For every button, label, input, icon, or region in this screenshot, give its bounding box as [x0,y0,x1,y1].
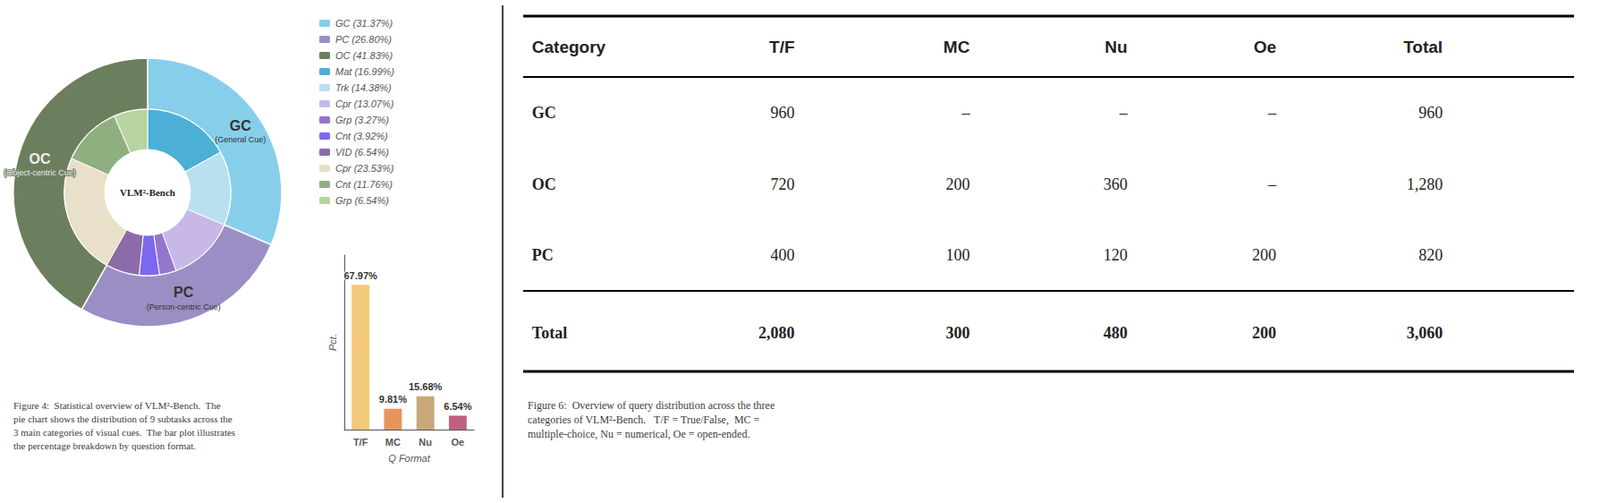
svg-text:Nu: Nu [418,436,432,448]
svg-text:Total: Total [1403,37,1443,57]
svg-text:2,080: 2,080 [758,323,796,342]
svg-text:multiple-choice, Nu = numerica: multiple-choice, Nu = numerical, Oe = op… [527,427,750,441]
svg-text:VID (6.54%): VID (6.54%) [335,146,390,158]
svg-text:PC: PC [532,245,554,264]
svg-text:400: 400 [770,245,796,264]
svg-text:120: 120 [1103,245,1128,264]
svg-text:9.81%: 9.81% [379,393,407,405]
svg-text:67.97%: 67.97% [343,270,378,281]
svg-text:Nu: Nu [1104,37,1127,57]
svg-text:200: 200 [1252,323,1277,342]
svg-text:OC (41.83%): OC (41.83%) [335,50,394,61]
svg-text:Cnt (3.92%): Cnt (3.92%) [335,130,389,142]
svg-text:Category: Category [532,37,607,57]
svg-text:T/F: T/F [353,436,369,448]
svg-text:Pct.: Pct. [327,333,339,351]
svg-text:MC: MC [385,436,401,448]
svg-text:200: 200 [945,175,970,194]
svg-text:categories of VLM²-Bench. T/: categories of VLM²-Bench. T/F = True/Fal… [527,413,761,426]
svg-text:–: – [1267,103,1278,122]
svg-text:–: – [1118,103,1129,122]
svg-text:480: 480 [1103,323,1128,342]
svg-text:Total: Total [532,323,568,342]
svg-text:720: 720 [770,175,796,194]
svg-text:6.54%: 6.54% [443,400,472,412]
svg-text:GC: GC [532,103,557,122]
svg-text:(Person-centric Cue): (Person-centric Cue) [146,302,221,312]
svg-text:1,280: 1,280 [1406,175,1444,194]
svg-text:Q Format: Q Format [388,452,431,464]
svg-text:(General Cue): (General Cue) [214,135,266,144]
svg-text:Cpr (13.07%): Cpr (13.07%) [335,98,395,110]
svg-text:T/F: T/F [769,37,796,57]
svg-text:Grp (3.27%): Grp (3.27%) [335,114,390,126]
svg-text:Cpr (23.53%): Cpr (23.53%) [335,162,395,174]
svg-text:Figure 4: Statistical overvie: Figure 4: Statistical overview of VLM²-B… [13,399,221,411]
svg-text:OC: OC [532,175,557,194]
svg-text:15.68%: 15.68% [408,380,443,392]
svg-text:100: 100 [945,245,970,264]
svg-text:Trk (14.38%): Trk (14.38%) [335,82,392,94]
svg-text:Oe: Oe [451,436,466,448]
svg-text:300: 300 [945,323,970,342]
svg-text:MC: MC [943,37,971,57]
svg-text:the percentage breakdown by qu: the percentage breakdown by question for… [13,440,196,451]
svg-text:3 main categories of visual cu: 3 main categories of visual cues. The ba… [13,426,236,438]
svg-text:–: – [960,103,971,122]
svg-text:200: 200 [1252,245,1277,264]
svg-text:OC: OC [29,151,51,167]
svg-text:820: 820 [1418,245,1443,264]
svg-text:pie chart shows the distributi: pie chart shows the distribution of 9 su… [13,413,233,424]
svg-text:VLM²-Bench: VLM²-Bench [119,186,176,198]
svg-text:GC (31.37%): GC (31.37%) [335,17,394,29]
svg-text:960: 960 [1418,103,1443,122]
svg-text:Cnt (11.76%): Cnt (11.76%) [335,178,393,190]
svg-text:3,060: 3,060 [1406,323,1444,342]
svg-text:Oe: Oe [1253,37,1277,57]
svg-text:Mat (16.99%): Mat (16.99%) [335,66,395,77]
svg-text:PC (26.80%): PC (26.80%) [335,33,392,45]
svg-text:960: 960 [770,103,796,122]
svg-text:360: 360 [1103,175,1128,194]
svg-text:–: – [1267,175,1278,194]
svg-text:(Object-centric Cue): (Object-centric Cue) [3,168,77,178]
svg-text:Figure 6: Overview of query d: Figure 6: Overview of query distribution… [527,398,775,412]
svg-text:PC: PC [173,284,195,300]
svg-text:Grp (6.54%): Grp (6.54%) [335,194,390,206]
svg-text:GC: GC [229,118,252,134]
